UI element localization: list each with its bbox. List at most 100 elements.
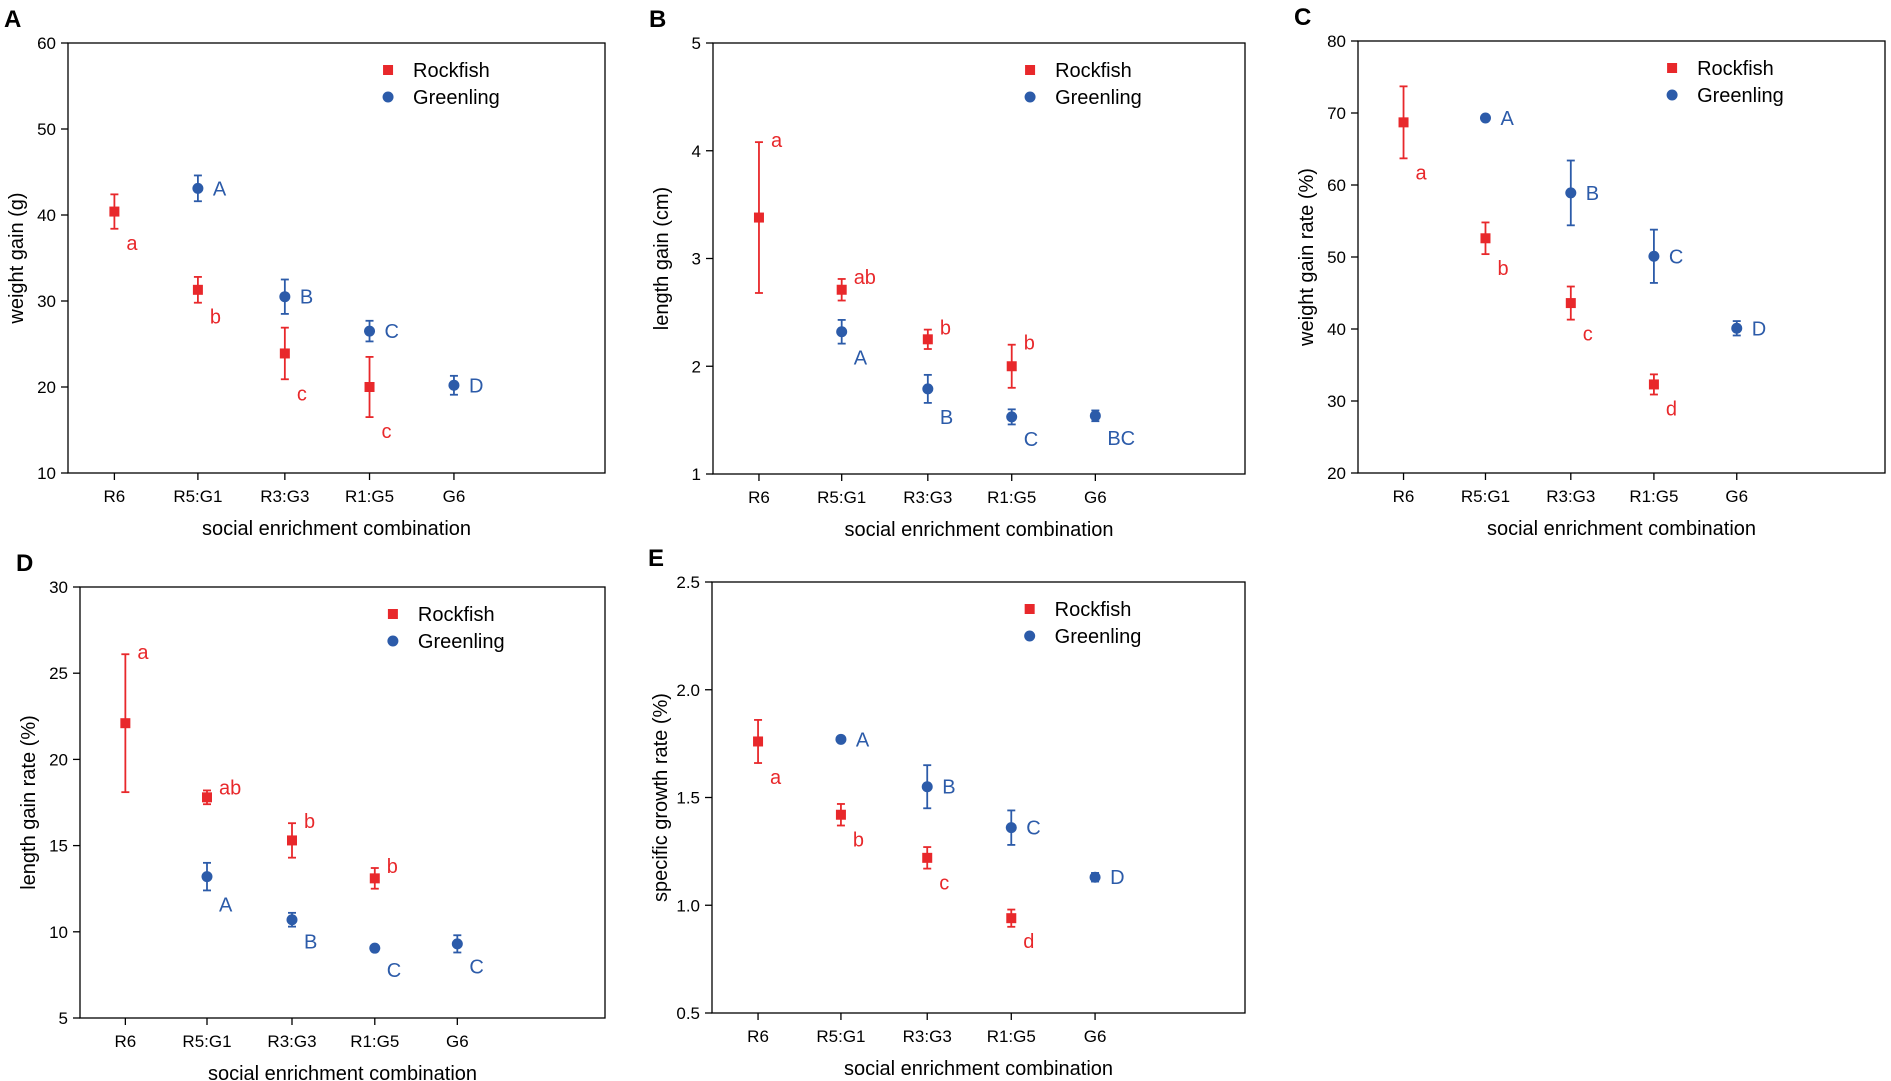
- x-tick-label: R5:G1: [817, 488, 866, 507]
- legend-rockfish-marker: [387, 609, 398, 619]
- data-point-greenling: [1731, 322, 1743, 334]
- data-point-rockfish: [369, 873, 380, 884]
- significance-label: B: [304, 932, 317, 954]
- significance-label: C: [1669, 246, 1683, 268]
- y-tick-label: 10: [49, 923, 68, 942]
- data-point-greenling: [1648, 250, 1660, 262]
- series-greenling: A B C D: [835, 729, 1125, 889]
- series-greenling: A B C D: [192, 174, 483, 397]
- data-point-greenling: [922, 383, 934, 395]
- significance-label: A: [213, 178, 227, 200]
- legend-greenling-marker: [1024, 630, 1036, 642]
- legend-greenling-marker: [1024, 91, 1036, 103]
- x-tick-label: G6: [1084, 488, 1107, 507]
- data-point-rockfish: [1480, 233, 1491, 244]
- significance-label: D: [469, 375, 483, 397]
- plot-frame: [67, 42, 606, 474]
- legend-rockfish-label: Rockfish: [1055, 60, 1132, 82]
- x-tick-label: R3:G3: [1546, 487, 1595, 506]
- y-tick-label: 1: [692, 465, 701, 484]
- data-point-greenling: [192, 182, 204, 194]
- legend-rockfish-label: Rockfish: [418, 604, 495, 626]
- significance-label: A: [856, 729, 870, 751]
- y-tick-label: 1.0: [676, 896, 700, 915]
- significance-label: BC: [1107, 428, 1135, 450]
- data-point-rockfish: [1006, 913, 1017, 924]
- panel-letter: D: [16, 550, 33, 577]
- series-rockfish: a b c d: [1398, 85, 1677, 421]
- y-tick-label: 40: [1327, 320, 1346, 339]
- data-point-rockfish: [836, 284, 847, 295]
- significance-label: c: [939, 873, 949, 895]
- significance-label: c: [1583, 324, 1593, 346]
- plot-frame: [711, 581, 1246, 1014]
- legend-rockfish-label: Rockfish: [1697, 58, 1774, 80]
- series-greenling: A B C C: [201, 861, 484, 982]
- x-axis-title: social enrichment combination: [844, 1058, 1113, 1080]
- panel-a: A 10 20 30 40 50 60 R6 R5:G1 R3:G3 R1:G5 G6 social e…: [4, 6, 606, 540]
- data-point-rockfish: [753, 212, 764, 223]
- y-tick-label: 1.5: [676, 789, 700, 808]
- y-tick-label: 5: [692, 34, 701, 53]
- plot-frame: [712, 42, 1246, 475]
- y-tick-label: 30: [49, 578, 68, 597]
- data-point-rockfish: [1565, 298, 1576, 309]
- y-tick-label: 50: [1327, 248, 1346, 267]
- x-axis-title: social enrichment combination: [1487, 518, 1756, 540]
- data-point-rockfish: [109, 206, 120, 217]
- plot-frame: [79, 586, 606, 1019]
- significance-label: a: [137, 642, 149, 664]
- legend-rockfish-marker: [1025, 65, 1036, 75]
- x-tick-label: R1:G5: [345, 487, 394, 506]
- y-tick-label: 2: [692, 357, 701, 376]
- legend-rockfish-label: Rockfish: [413, 60, 490, 82]
- data-point-greenling: [201, 871, 213, 883]
- data-point-greenling: [835, 733, 847, 745]
- y-tick-label: 2.5: [676, 573, 700, 592]
- y-tick-label: 20: [37, 378, 56, 397]
- significance-label: d: [1666, 399, 1677, 421]
- y-tick-label: 30: [1327, 392, 1346, 411]
- data-point-rockfish: [753, 736, 764, 747]
- x-tick-label: G6: [1084, 1027, 1107, 1046]
- y-tick-label: 15: [49, 837, 68, 856]
- series-rockfish: a b c d: [753, 719, 1034, 953]
- panel-letter: B: [649, 6, 666, 33]
- significance-label: D: [1752, 318, 1766, 340]
- x-tick-label: R1:G5: [350, 1032, 399, 1051]
- x-tick-label: R1:G5: [987, 1027, 1036, 1046]
- legend-greenling-marker: [1666, 89, 1678, 101]
- data-point-greenling: [364, 325, 376, 337]
- significance-label: A: [219, 894, 233, 916]
- significance-label: A: [854, 348, 868, 370]
- significance-label: a: [771, 130, 783, 152]
- y-axis-title: weight gain (g): [6, 192, 28, 324]
- panel-letter: E: [648, 545, 664, 572]
- significance-label: d: [1023, 931, 1034, 953]
- data-point-greenling: [836, 326, 848, 338]
- legend-greenling-marker: [382, 91, 394, 103]
- y-axis-title: specific growth rate (%): [650, 693, 672, 902]
- panel-letter: C: [1294, 4, 1311, 31]
- x-tick-label: R5:G1: [1461, 487, 1510, 506]
- panel-b: B 1 2 3 4 5 R6 R5:G1 R3:G3 R1:G5 G6 social enrichme…: [649, 6, 1246, 541]
- y-tick-label: 40: [37, 206, 56, 225]
- data-point-rockfish: [192, 284, 203, 295]
- legend-rockfish-marker: [1024, 604, 1035, 614]
- data-point-greenling: [279, 291, 291, 303]
- panel-e: E 0.5 1.0 1.5 2.0 2.5 R6 R5:G1 R3:G3 R1:G5 G6 socia…: [648, 545, 1246, 1080]
- data-point-greenling: [1006, 411, 1018, 423]
- significance-label: b: [304, 811, 315, 833]
- panel-d: D 5 10 15 20 25 30 R6 R5:G1 R3:G3 R1:G5 G6 social en…: [16, 550, 606, 1081]
- significance-label: B: [1586, 183, 1599, 205]
- x-tick-label: R1:G5: [1629, 487, 1678, 506]
- series-greenling: A B C D: [1479, 108, 1766, 340]
- significance-label: C: [469, 956, 483, 978]
- x-tick-label: R5:G1: [173, 487, 222, 506]
- significance-label: b: [1497, 258, 1508, 280]
- significance-label: b: [853, 830, 864, 852]
- x-tick-label: R3:G3: [903, 1027, 952, 1046]
- data-point-greenling: [1089, 871, 1101, 883]
- x-tick-label: R6: [1393, 487, 1415, 506]
- data-point-rockfish: [120, 718, 131, 729]
